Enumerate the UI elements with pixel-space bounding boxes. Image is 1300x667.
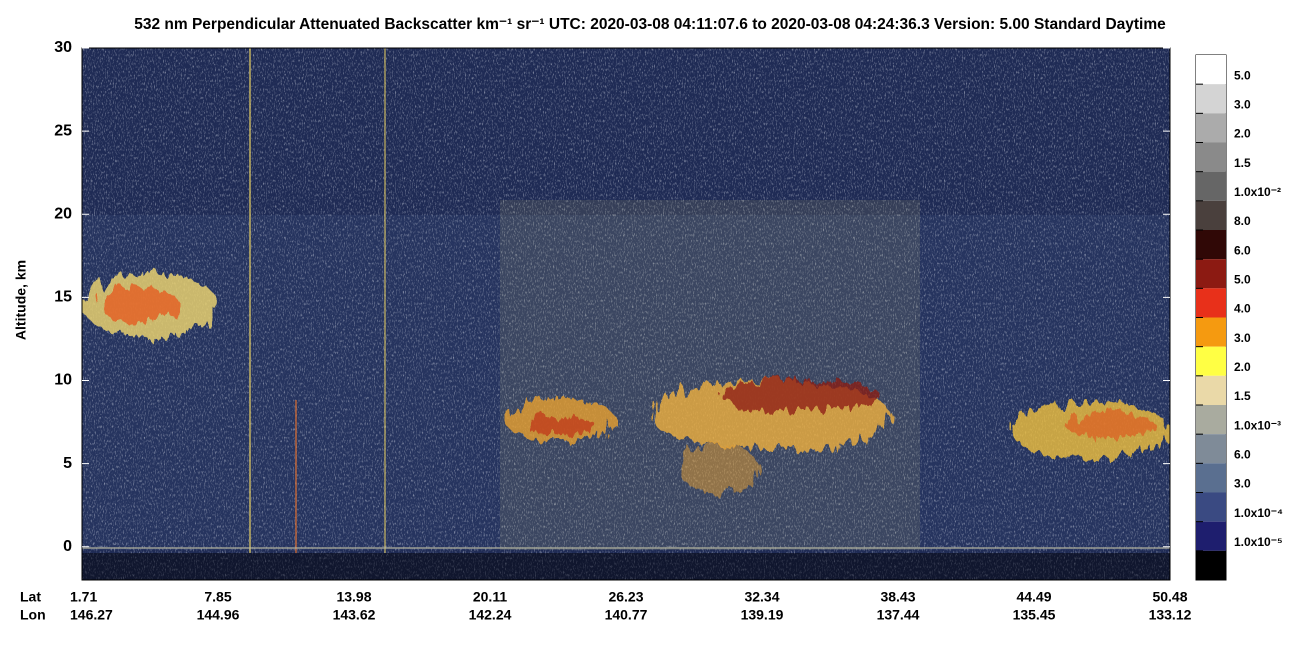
colorbar-label: 6.0 xyxy=(1234,243,1251,257)
y-tick-label: 15 xyxy=(54,289,72,306)
y-tick-label: 10 xyxy=(54,372,72,389)
lat-label: 26.23 xyxy=(608,589,643,605)
colorbar-band xyxy=(1196,171,1226,201)
lat-label: 50.48 xyxy=(1152,589,1187,605)
colorbar-label: 3.0 xyxy=(1234,331,1251,345)
colorbar-band xyxy=(1196,346,1226,376)
axes: 0 5 10 15 20 25 30 Lat Lon 1.71 146.27 7.85 144.96 13… xyxy=(20,39,1283,622)
colorbar-label: 1.0x10⁻³ xyxy=(1234,418,1281,432)
colorbar-label: 5.0 xyxy=(1234,68,1251,82)
lon-label: 146.27 xyxy=(70,607,113,623)
y-tick-label: 5 xyxy=(63,455,72,472)
colorbar-label: 2.0 xyxy=(1234,127,1251,141)
colorbar-label: 1.5 xyxy=(1234,156,1251,170)
x-row-label: Lat xyxy=(20,589,41,605)
colorbar-band xyxy=(1196,521,1226,551)
colorbar-band xyxy=(1196,288,1226,318)
lon-label: 144.96 xyxy=(197,607,240,623)
lat-label: 38.43 xyxy=(880,589,915,605)
surface xyxy=(82,547,1170,549)
lon-label: 142.24 xyxy=(469,607,512,623)
spike xyxy=(249,48,251,580)
y-tick-label: 0 xyxy=(63,538,72,555)
colorbar-band xyxy=(1196,113,1226,143)
lat-label: 13.98 xyxy=(336,589,371,605)
colorbar-band xyxy=(1196,405,1226,435)
colorbar-label: 8.0 xyxy=(1234,214,1251,228)
colorbar-label: 5.0 xyxy=(1234,273,1251,287)
colorbar-label: 3.0 xyxy=(1234,477,1251,491)
colorbar-band xyxy=(1196,84,1226,114)
cloud xyxy=(680,445,760,495)
colorbar-band xyxy=(1196,55,1226,85)
colorbar-label: 1.0x10⁻⁴ xyxy=(1234,506,1283,520)
colorbar-band xyxy=(1196,375,1226,405)
lon-label: 140.77 xyxy=(605,607,648,623)
lat-label: 20.11 xyxy=(473,589,507,605)
chart-title: 532 nm Perpendicular Attenuated Backscat… xyxy=(134,16,1166,33)
colorbar-band xyxy=(1196,142,1226,172)
y-axis-label: Altitude, km xyxy=(13,260,29,340)
x-row-label: Lon xyxy=(20,607,46,623)
y-tick-label: 25 xyxy=(54,122,72,139)
lon-label: 135.45 xyxy=(1013,607,1056,623)
plot-frame xyxy=(81,47,1171,581)
cloud-core xyxy=(525,415,595,435)
colorbar-label: 1.0x10⁻⁵ xyxy=(1234,535,1283,549)
colorbar-band xyxy=(1196,463,1226,493)
subsurface-noise xyxy=(82,553,1170,580)
lon-label: 133.12 xyxy=(1149,607,1192,623)
lat-label: 32.34 xyxy=(744,589,779,605)
colorbar-band xyxy=(1196,550,1226,580)
lat-label: 1.71 xyxy=(70,589,97,605)
lon-label: 137.44 xyxy=(877,607,920,623)
colorbar-band xyxy=(1196,317,1226,347)
lat-label: 44.49 xyxy=(1016,589,1051,605)
colorbar-band xyxy=(1196,259,1226,289)
y-tick-label: 30 xyxy=(54,39,72,56)
colorbar-label: 6.0 xyxy=(1234,448,1251,462)
spike xyxy=(384,48,386,580)
colorbar-band xyxy=(1196,230,1226,260)
colorbar-label: 1.5 xyxy=(1234,389,1251,403)
colorbar-label: 1.0x10⁻² xyxy=(1234,185,1281,199)
colorbar-band xyxy=(1196,200,1226,230)
colorbar-label: 3.0 xyxy=(1234,98,1251,112)
colorbar-band xyxy=(1196,434,1226,464)
lon-label: 143.62 xyxy=(333,607,376,623)
colorbar-label: 4.0 xyxy=(1234,302,1251,316)
lon-label: 139.19 xyxy=(741,607,784,623)
y-tick-label: 20 xyxy=(54,205,72,222)
spike xyxy=(295,400,297,580)
lat-label: 7.85 xyxy=(204,589,231,605)
plot-area xyxy=(82,48,1170,580)
cloud-core xyxy=(1065,413,1155,437)
colorbar-band xyxy=(1196,492,1226,522)
cloud-core xyxy=(100,287,180,323)
cloud-core xyxy=(720,379,880,411)
noise xyxy=(82,48,1170,580)
colorbar-label: 2.0 xyxy=(1234,360,1251,374)
clouds xyxy=(82,273,1170,495)
haze xyxy=(500,200,920,550)
